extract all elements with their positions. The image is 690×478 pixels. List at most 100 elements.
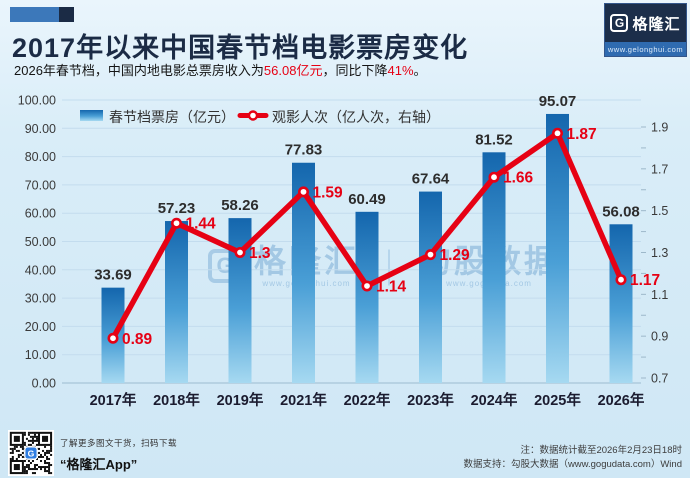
subtitle: 2026年春节档，中国内地电影总票房收入为56.08亿元，同比下降41%。 <box>14 60 427 79</box>
qr-module <box>29 468 32 471</box>
qr-module <box>25 464 28 467</box>
left-axis-tick-label: 100.00 <box>18 94 56 108</box>
right-axis-tick-label: 1.7 <box>651 162 668 176</box>
left-axis-tick-label: 40.00 <box>25 263 56 277</box>
right-axis-tick-label: 1.5 <box>651 204 668 218</box>
qr-module <box>44 453 47 456</box>
qr-module <box>42 449 45 452</box>
left-axis-tick-label: 80.00 <box>25 150 56 164</box>
x-axis-label: 2019年 <box>217 391 264 409</box>
qr-module <box>29 431 32 434</box>
qr-module <box>23 431 26 434</box>
qr-module <box>33 464 36 467</box>
qr-module <box>46 457 49 460</box>
line-value-label: 1.44 <box>186 216 217 233</box>
right-axis-tick-label: 0.7 <box>651 372 668 386</box>
qr-module <box>21 447 24 450</box>
qr-caption-bottom: “格隆汇App” <box>60 457 138 472</box>
qr-module <box>48 466 51 469</box>
bar-value-label: 67.64 <box>412 171 450 188</box>
right-axis-labels: 0.7 0.9 1.1 1.3 1.5 1.7 1.9 <box>641 121 668 386</box>
qr-module <box>44 462 47 465</box>
qr-module <box>31 472 34 475</box>
qr-module <box>13 447 16 450</box>
right-axis-tick-label: 1.1 <box>651 288 668 302</box>
bar-value-label: 56.08 <box>602 203 640 220</box>
qr-module <box>50 472 53 475</box>
qr-module <box>25 470 28 473</box>
qr-module <box>44 445 47 448</box>
note-line-2: 数据支持：勾股大数据（www.gogudata.com）Wind <box>463 459 682 471</box>
qr-module <box>44 459 47 463</box>
bar-value-label: 77.83 <box>285 142 323 159</box>
qr-module <box>33 431 36 434</box>
qr-module <box>23 443 26 446</box>
line-marker <box>297 186 309 198</box>
qr-module <box>31 441 34 444</box>
line-marker <box>171 217 183 229</box>
qr-module <box>48 449 51 452</box>
qr-module <box>44 466 47 469</box>
qr-module <box>46 462 49 465</box>
qr-module <box>35 437 38 440</box>
qr-module <box>46 455 49 458</box>
bar <box>165 221 188 383</box>
logo-g-icon: G <box>610 14 629 32</box>
line-value-label: 1.17 <box>630 272 660 289</box>
qr-module <box>31 439 34 442</box>
line-value-label: 1.29 <box>440 247 471 264</box>
qr-module <box>31 437 34 440</box>
line-marker <box>488 171 500 183</box>
bar-value-label: 33.69 <box>94 267 132 284</box>
qr-module <box>48 464 51 467</box>
gridlines <box>62 99 641 384</box>
qr-module <box>23 466 26 469</box>
qr-finder-core <box>13 435 20 442</box>
qr-module <box>44 468 47 471</box>
qr-module <box>11 457 14 460</box>
line-series: 0.89 1.44 1.3 1.59 1.14 1.29 1.66 1.87 1.17 <box>107 126 660 348</box>
qr-module <box>27 439 30 442</box>
legend-line-label: 观影人次（亿人次，右轴） <box>272 109 440 125</box>
bar-value-label: 57.23 <box>158 200 196 217</box>
logo-brand: 格隆汇 <box>632 15 681 33</box>
qr-module <box>19 453 22 456</box>
qr-module <box>27 466 30 469</box>
bar-value-label: 95.07 <box>539 93 577 110</box>
x-axis-label: 2022年 <box>344 391 391 409</box>
line-value-label: 0.89 <box>122 331 153 348</box>
qr-module <box>29 435 32 438</box>
bar <box>292 162 315 383</box>
qr-module <box>40 455 43 458</box>
line-marker <box>615 274 627 286</box>
qr-module <box>9 447 12 450</box>
right-axis-tick-label: 1.9 <box>651 121 668 135</box>
qr-module <box>35 464 38 467</box>
qr-module <box>42 455 45 458</box>
right-axis-tick-label: 0.9 <box>651 330 668 344</box>
qr-module <box>46 470 49 473</box>
qr-captions: 了解更多图文干货，扫码下载 “格隆汇App” <box>60 437 177 473</box>
qr-center-logo <box>24 446 38 460</box>
qr-module <box>9 451 12 454</box>
qr-module <box>48 462 51 465</box>
qr-module <box>11 449 14 452</box>
qr-module <box>35 435 38 438</box>
left-axis-tick-label: 70.00 <box>25 178 56 192</box>
qr-module <box>27 433 30 436</box>
left-axis-labels: 0.00 10.00 20.00 30.00 40.00 50.00 60.00 70.00 8… <box>18 94 56 391</box>
page-title: 2017年以来中国春节档电影票房变化 <box>12 33 469 63</box>
bar-series: 33.69 57.23 58.26 77.83 60.49 67.64 81.52 95.07… <box>94 93 640 383</box>
qr-module <box>44 470 47 473</box>
x-axis-label: 2023年 <box>407 391 454 409</box>
qr-module <box>11 447 14 450</box>
subtitle-text: ，同比下降 <box>322 63 388 78</box>
qr-module <box>25 466 28 469</box>
qr-module <box>23 459 26 463</box>
qr-module <box>35 431 38 434</box>
bar <box>546 113 569 383</box>
qr-module <box>23 472 26 475</box>
qr-module <box>13 445 16 448</box>
deco-square-navy <box>59 7 74 22</box>
qr-module <box>37 447 41 450</box>
